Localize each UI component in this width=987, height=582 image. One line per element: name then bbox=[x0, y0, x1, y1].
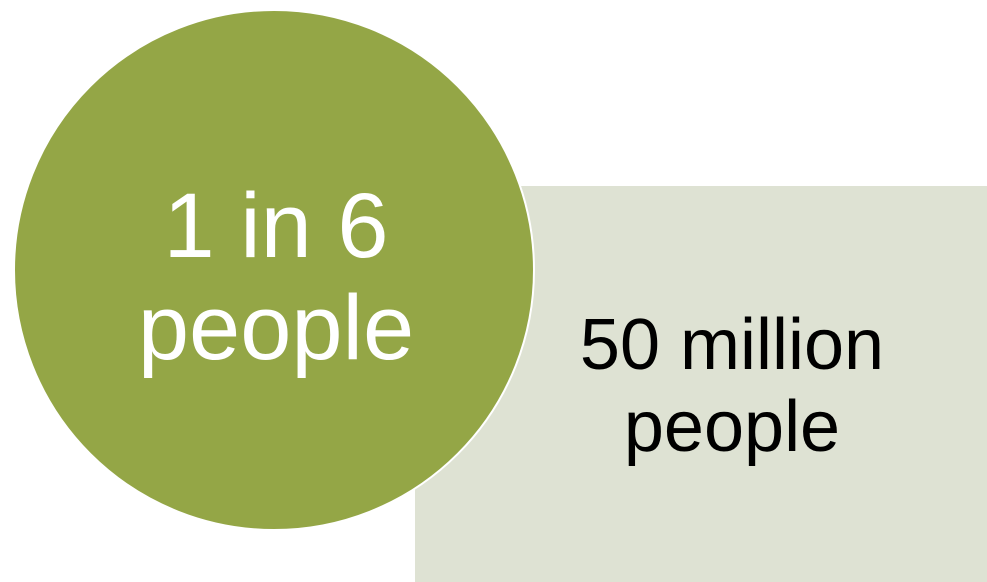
stat-box-line-1: 50 million bbox=[579, 305, 885, 385]
stat-circle-text: 1 in 6 people bbox=[15, 175, 537, 379]
stat-box-line-2: people bbox=[623, 387, 841, 467]
stat-circle: 1 in 6 people bbox=[13, 9, 535, 531]
stat-box-text: 50 million people bbox=[553, 304, 911, 468]
stat-circle-line-1: 1 in 6 bbox=[163, 175, 389, 277]
stat-circle-line-2: people bbox=[137, 277, 415, 379]
